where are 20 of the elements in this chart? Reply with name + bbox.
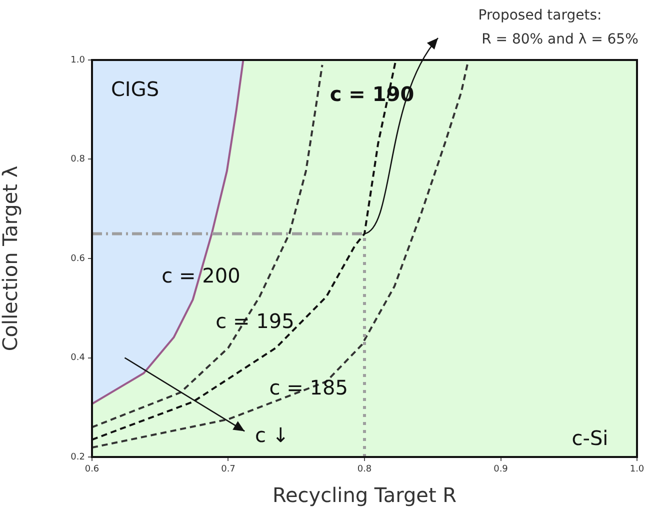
x-tick-label: 0.8: [357, 464, 372, 475]
y-tick-label: 0.4: [70, 353, 86, 364]
y-tick-label: 0.8: [70, 154, 86, 165]
y-tick-label: 1.0: [70, 55, 86, 66]
text: R = 80% and λ = 65%: [482, 32, 638, 48]
x-axis-title: Recycling Target R: [272, 483, 457, 508]
x-tick-label: 1.0: [630, 464, 644, 475]
y-axis-title: Collection Target λ: [0, 166, 22, 352]
x-tick-label: 0.7: [221, 464, 236, 475]
text: Proposed targets:: [478, 8, 602, 24]
annotation: c ↓: [254, 423, 290, 448]
annotation: CIGS: [110, 77, 160, 102]
x-tick-label: 0.9: [494, 464, 508, 475]
annotation: c = 200: [162, 264, 240, 288]
annotation: c = 195: [216, 309, 294, 334]
y-tick-label: 0.6: [70, 254, 86, 264]
annotation: c = 185: [269, 376, 348, 400]
annotation: c-Si: [572, 426, 608, 450]
y-tick-label: 0.2: [70, 452, 85, 462]
x-tick-label: 0.6: [84, 464, 100, 475]
